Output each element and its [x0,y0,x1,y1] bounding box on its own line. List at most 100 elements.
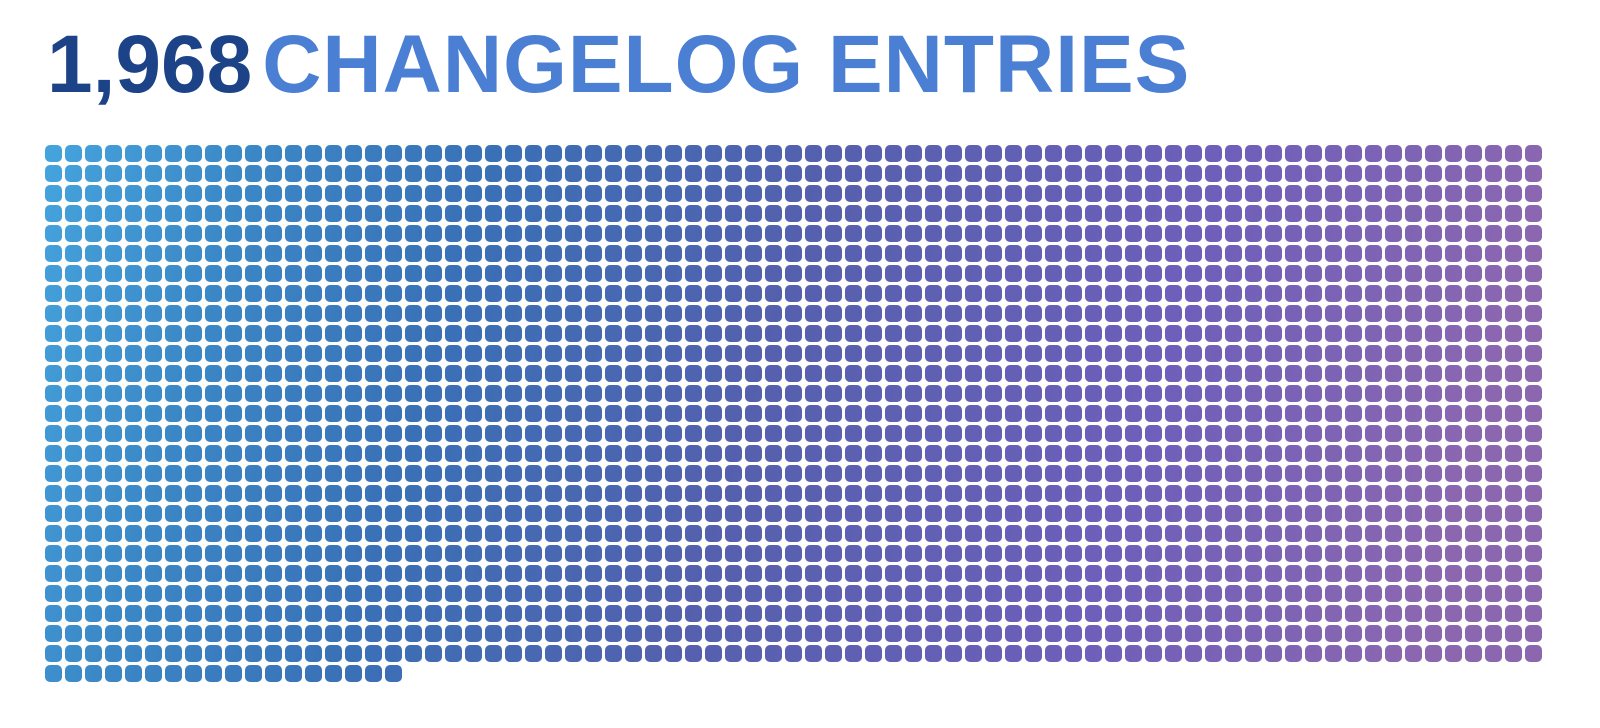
dot [1305,245,1322,262]
dot [1045,445,1062,462]
dot [605,265,622,282]
changelog-count: 1,968 [47,19,253,110]
dot [1065,445,1082,462]
dot [425,485,442,502]
dot [425,605,442,622]
dot [205,425,222,442]
dot [625,345,642,362]
dot [205,245,222,262]
dot [205,605,222,622]
dot [965,425,982,442]
dot [1325,485,1342,502]
dot [425,405,442,422]
dot [1045,385,1062,402]
dot [885,405,902,422]
dot [745,205,762,222]
dot [1285,445,1302,462]
dot [725,605,742,622]
dot [645,145,662,162]
dot [805,465,822,482]
dot [705,605,722,622]
dot [1465,545,1482,562]
dot [625,145,642,162]
dot [625,525,642,542]
dot [725,645,742,662]
dot [1305,285,1322,302]
dot [265,445,282,462]
dot [685,425,702,442]
dot [45,645,62,662]
dot [285,225,302,242]
dot [105,585,122,602]
dot [485,485,502,502]
dot [45,445,62,462]
dot [685,205,702,222]
dot [1485,445,1502,462]
dot [225,305,242,322]
dot [1005,405,1022,422]
dot [925,385,942,402]
dot [1065,145,1082,162]
dot [265,485,282,502]
dot [225,625,242,642]
dot [165,425,182,442]
dot [625,325,642,342]
dot [765,165,782,182]
dot [125,205,142,222]
dot [205,465,222,482]
dot [945,285,962,302]
dot [1325,165,1342,182]
dot [205,585,222,602]
dot [1085,325,1102,342]
dot [885,645,902,662]
dot [1065,185,1082,202]
dot [1045,625,1062,642]
dot [85,385,102,402]
dot [1165,305,1182,322]
dot [585,305,602,322]
dot [1385,525,1402,542]
dot [105,485,122,502]
dot [745,605,762,622]
dot [945,425,962,442]
dot [1005,345,1022,362]
dot [1345,385,1362,402]
dot [1125,385,1142,402]
dot [105,665,122,682]
dot [345,345,362,362]
dot [1065,205,1082,222]
dot [1005,145,1022,162]
dot [1105,425,1122,442]
dot [1025,365,1042,382]
dot [865,505,882,522]
dot [1185,385,1202,402]
dot [1365,345,1382,362]
dot [1045,345,1062,362]
dot [705,585,722,602]
dot [465,645,482,662]
dot [285,165,302,182]
dot [1165,225,1182,242]
dot [1005,425,1022,442]
dot [785,165,802,182]
dot [845,545,862,562]
dot [545,245,562,262]
dot [705,565,722,582]
dot [745,565,762,582]
dot [145,265,162,282]
dot [425,305,442,322]
dot [1225,245,1242,262]
dot [605,525,622,542]
dot [645,605,662,622]
dot [305,525,322,542]
dot [845,245,862,262]
dot [1065,525,1082,542]
dot [485,625,502,642]
dot [585,365,602,382]
dot [605,405,622,422]
dot [1485,185,1502,202]
dot [725,545,742,562]
dot [285,625,302,642]
dot [1185,145,1202,162]
dot [365,205,382,222]
